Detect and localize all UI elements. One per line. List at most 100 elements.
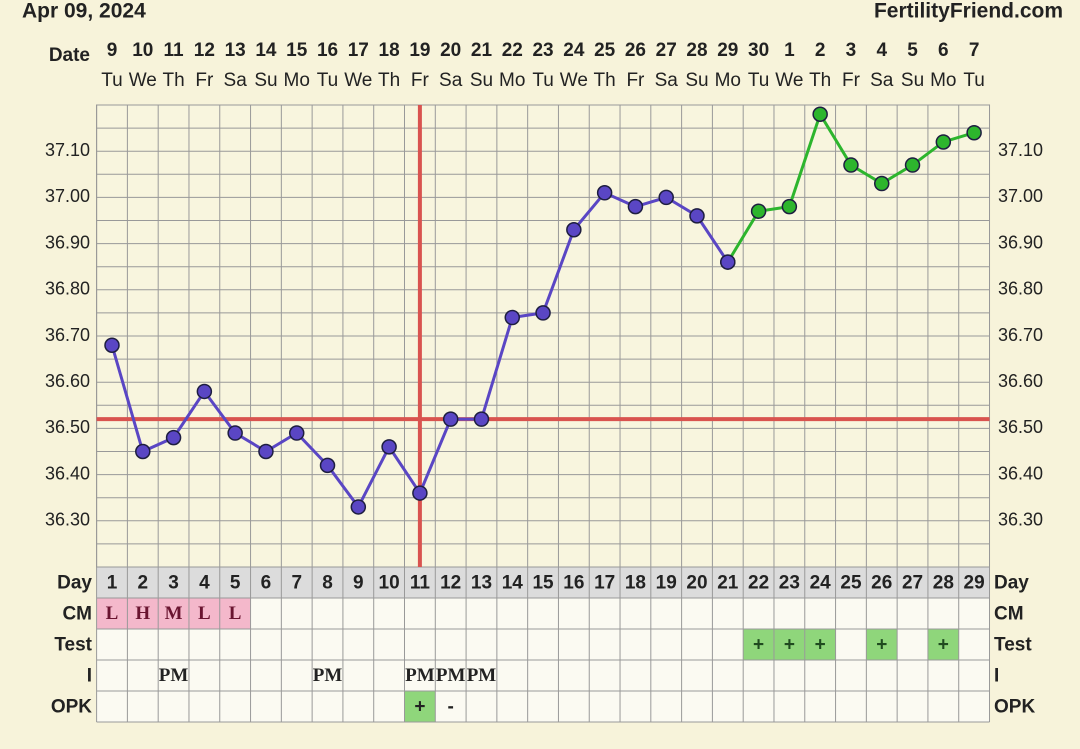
y-tick-label: 36.60 <box>45 371 90 391</box>
cycle-day: 19 <box>656 573 677 594</box>
cycle-day: 14 <box>502 573 524 594</box>
cycle-day: 22 <box>748 573 769 594</box>
cycle-day: 13 <box>471 573 492 594</box>
temp-point <box>566 221 582 238</box>
table-cell-highlight <box>804 629 836 660</box>
weekday-label: Mo <box>284 70 310 91</box>
weekday-label: Sa <box>870 70 894 91</box>
cycle-day: 6 <box>261 573 272 594</box>
temp-point <box>935 134 952 150</box>
cycle-day: 5 <box>230 573 241 594</box>
weekday-label: Mo <box>930 70 956 91</box>
date-label: 20 <box>440 40 461 61</box>
table-row <box>96 691 990 722</box>
weekday-label: Su <box>470 70 493 91</box>
date-label: 19 <box>409 40 430 61</box>
date-label: 26 <box>625 40 646 61</box>
y-tick-label-right: 37.00 <box>998 186 1043 206</box>
date-label: 1 <box>784 40 795 61</box>
temp-point <box>689 208 705 224</box>
test-cell: + <box>815 635 826 656</box>
date-label: 6 <box>938 40 949 61</box>
weekday-label: Su <box>901 70 924 91</box>
row-label-right: I <box>994 666 999 687</box>
date-label: 18 <box>379 40 400 61</box>
temp-point <box>258 443 274 460</box>
cycle-day: 29 <box>964 573 985 594</box>
cycle-day: 26 <box>871 573 892 594</box>
cycle-day: 20 <box>686 573 707 594</box>
y-tick-label: 37.00 <box>45 186 90 206</box>
y-tick-label-right: 37.10 <box>998 140 1043 160</box>
temp-point <box>473 411 490 427</box>
weekday-label: Th <box>594 70 616 91</box>
cm-cell: H <box>135 603 150 624</box>
weekday-label: Su <box>685 70 708 91</box>
temp-point <box>535 305 551 321</box>
y-tick-label-right: 36.80 <box>998 279 1043 299</box>
date-label: 21 <box>471 40 493 61</box>
cycle-day: 2 <box>137 573 148 594</box>
cycle-day: 17 <box>594 573 615 594</box>
weekday-label: Sa <box>224 70 248 91</box>
table-cell-highlight <box>96 598 128 629</box>
table-cell-highlight <box>188 598 220 629</box>
row-label-right: CM <box>994 604 1024 625</box>
date-label: 17 <box>348 40 369 61</box>
date-label: 16 <box>317 40 338 61</box>
date-label: 13 <box>225 40 246 61</box>
temp-point <box>843 157 859 173</box>
date-label: 11 <box>164 40 185 61</box>
date-label: 23 <box>532 40 553 61</box>
weekday-label: We <box>775 70 803 91</box>
cycle-day: 21 <box>717 573 739 594</box>
cycle-day: 3 <box>168 573 179 594</box>
temp-point <box>812 106 828 122</box>
temp-point <box>227 425 243 441</box>
weekday-label: Tu <box>317 70 338 91</box>
temp-point <box>750 203 767 220</box>
date-label: 24 <box>563 40 585 61</box>
row-label: Test <box>54 635 92 656</box>
cm-cell: M <box>165 603 183 624</box>
cycle-day: 28 <box>933 573 954 594</box>
temp-point <box>627 198 644 215</box>
y-tick-label-right: 36.30 <box>998 510 1043 530</box>
date-label: 28 <box>686 40 707 61</box>
weekday-label: Fr <box>195 70 214 91</box>
row-label: Day <box>57 573 92 594</box>
y-tick-label-right: 36.50 <box>998 417 1043 437</box>
y-tick-label-right: 36.90 <box>998 232 1043 252</box>
temp-point <box>658 189 674 206</box>
weekday-label: Mo <box>499 70 525 91</box>
table-cell-highlight <box>127 598 159 629</box>
cm-cell: L <box>106 603 119 624</box>
temp-point <box>381 439 397 455</box>
weekday-label: We <box>344 70 372 91</box>
y-tick-label: 37.10 <box>45 140 90 160</box>
table-cell-highlight <box>927 629 959 660</box>
test-cell: + <box>753 635 764 656</box>
weekday-label: Fr <box>842 70 861 91</box>
weekday-label: Fr <box>411 70 430 91</box>
date-label: 15 <box>286 40 308 61</box>
cycle-day: 7 <box>291 573 302 594</box>
date-label: 25 <box>594 40 616 61</box>
chart-date: Apr 09, 2024 <box>22 0 146 23</box>
test-cell: + <box>784 635 795 656</box>
y-tick-label-right: 36.60 <box>998 371 1043 391</box>
table-cell-highlight <box>773 629 805 660</box>
y-tick-label: 36.90 <box>45 232 90 252</box>
table-row <box>96 660 990 691</box>
y-tick-label: 36.80 <box>45 279 90 299</box>
temp-point <box>135 443 151 460</box>
date-label: 10 <box>132 40 153 61</box>
cycle-day: 25 <box>840 573 862 594</box>
date-label: 4 <box>876 40 887 61</box>
temp-point <box>442 411 459 427</box>
temp-point <box>165 429 182 446</box>
table-row <box>96 629 990 660</box>
intercourse-cell: PM <box>436 665 466 686</box>
